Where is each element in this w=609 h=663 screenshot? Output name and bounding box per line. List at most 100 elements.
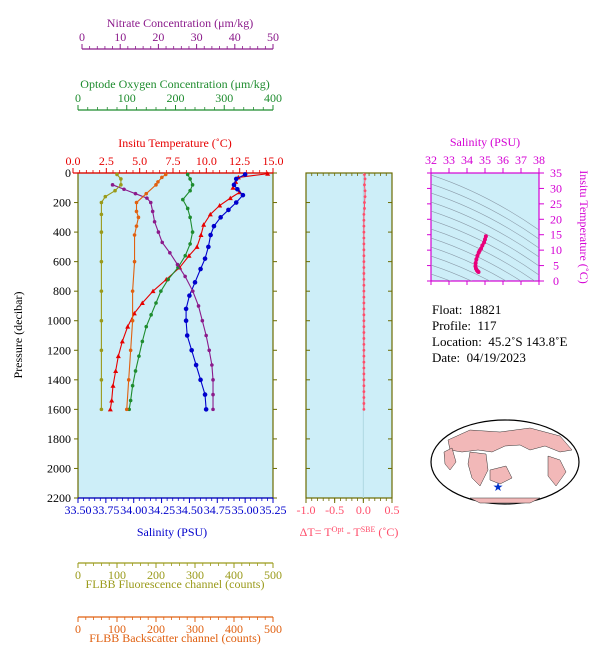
pressure-tick-label: 800 <box>53 284 71 298</box>
ts-contour-line <box>431 273 452 281</box>
delta-t-marker <box>362 313 366 317</box>
ts-salinity-tick-label: 33 <box>443 153 455 167</box>
delta-t-marker <box>362 378 366 382</box>
delta-t-marker <box>362 224 366 228</box>
series-marker <box>128 348 133 353</box>
delta-t-marker <box>362 354 366 358</box>
series-marker <box>124 407 129 412</box>
series-marker <box>183 306 189 312</box>
series-marker <box>188 242 192 246</box>
series-marker <box>181 197 185 202</box>
delta-t-marker <box>362 283 366 287</box>
main-series <box>99 171 271 412</box>
ts-temperature-axis-title: Insitu Temperature (˚C) <box>577 170 591 284</box>
float-location-marker: ★ <box>493 480 504 494</box>
ts-density-contours <box>431 174 539 281</box>
series-marker <box>227 195 233 201</box>
series-marker <box>198 266 203 272</box>
oxygen-tick-label: 400 <box>264 91 282 105</box>
series-marker <box>110 383 116 388</box>
delta-t-axes: -1.0 -0.5 0.0 0.5 <box>297 172 400 517</box>
pressure-tick-label: 200 <box>53 196 71 210</box>
delta-t-tick-label: 0.5 <box>385 503 400 517</box>
ts-marker <box>476 250 481 255</box>
ts-contour-line <box>431 255 491 281</box>
ts-contour-line <box>431 246 507 281</box>
series-marker <box>107 406 113 412</box>
series-marker <box>233 176 239 182</box>
ts-salinity-tick-label: 38 <box>533 153 545 167</box>
delta-t-marker <box>362 295 366 299</box>
ts-salinity-tick-label: 35 <box>479 153 491 167</box>
series-marker <box>190 230 195 234</box>
ts-temperature-tick-label: 10 <box>550 243 562 257</box>
delta-t-marker <box>362 366 366 370</box>
delta-t-marker <box>362 242 366 246</box>
series-marker <box>130 289 135 293</box>
delta-t-marker <box>362 372 366 376</box>
map-africa <box>467 451 489 487</box>
temperature-tick-label: 5.0 <box>132 154 147 168</box>
main-axes: 0200400600800100012001400160018002000220… <box>47 30 287 636</box>
series-marker <box>201 222 207 227</box>
oxygen-tick-label: 200 <box>167 91 185 105</box>
series-marker <box>99 212 104 217</box>
oxygen-tick-label: 100 <box>118 91 136 105</box>
ts-contour-line <box>431 237 522 281</box>
ts-temperature-tick-label: 0 <box>553 274 559 288</box>
pressure-tick-label: 600 <box>53 255 71 269</box>
salinity-tick-label: 35.25 <box>260 503 287 517</box>
ts-salinity-tick-label: 37 <box>515 153 527 167</box>
delta-t-marker <box>362 325 366 329</box>
series-marker <box>202 392 208 397</box>
ts-contour-line <box>431 264 473 281</box>
series-marker <box>160 240 165 245</box>
series-marker <box>133 191 138 196</box>
world-map: ★ <box>430 419 580 505</box>
float-info: Float: 18821 Profile: 117 Location: 45.2… <box>432 302 567 366</box>
backscatter-tick-label: 100 <box>108 622 126 636</box>
delta-t-marker <box>362 230 366 234</box>
series-marker <box>113 368 119 373</box>
series-marker <box>134 200 139 205</box>
pressure-tick-label: 1400 <box>47 373 71 387</box>
series-marker <box>128 398 133 403</box>
pressure-tick-label: 1800 <box>47 432 71 446</box>
temperature-tick-label: 10.0 <box>196 154 217 168</box>
series-marker <box>139 300 145 305</box>
series-marker <box>203 407 209 412</box>
salinity-tick-label: 33.75 <box>92 503 119 517</box>
series-marker <box>148 200 153 205</box>
delta-t-marker <box>362 319 366 323</box>
pressure-tick-label: 2000 <box>47 461 71 475</box>
ts-marker <box>475 253 480 258</box>
series-marker <box>132 233 137 237</box>
delta-t-marker <box>362 248 366 252</box>
series-marker <box>144 324 149 329</box>
series-marker <box>206 244 211 250</box>
series-marker <box>185 172 190 177</box>
series-marker <box>119 177 123 181</box>
ts-temperature-tick-label: 35 <box>550 166 562 180</box>
series-marker <box>194 244 200 249</box>
nitrate-tick-label: 20 <box>152 30 164 44</box>
series-marker <box>110 183 115 187</box>
delta-t-marker <box>362 266 366 269</box>
series-marker <box>193 362 199 368</box>
series-marker <box>160 175 164 180</box>
series-marker <box>188 177 192 181</box>
ts-marker <box>483 237 487 242</box>
ts-marker <box>473 261 478 266</box>
delta-t-marker <box>362 390 366 394</box>
series-marker <box>168 250 172 255</box>
oxygen-tick-label: 0 <box>75 91 81 105</box>
ts-marker <box>482 240 487 245</box>
series-marker <box>137 354 141 358</box>
series-marker <box>211 392 215 397</box>
temperature-tick-label: 7.5 <box>166 154 181 168</box>
series-line <box>128 174 194 410</box>
delta-t-plot-area <box>305 172 393 499</box>
series-marker <box>189 347 194 353</box>
nitrate-tick-label: 40 <box>229 30 241 44</box>
